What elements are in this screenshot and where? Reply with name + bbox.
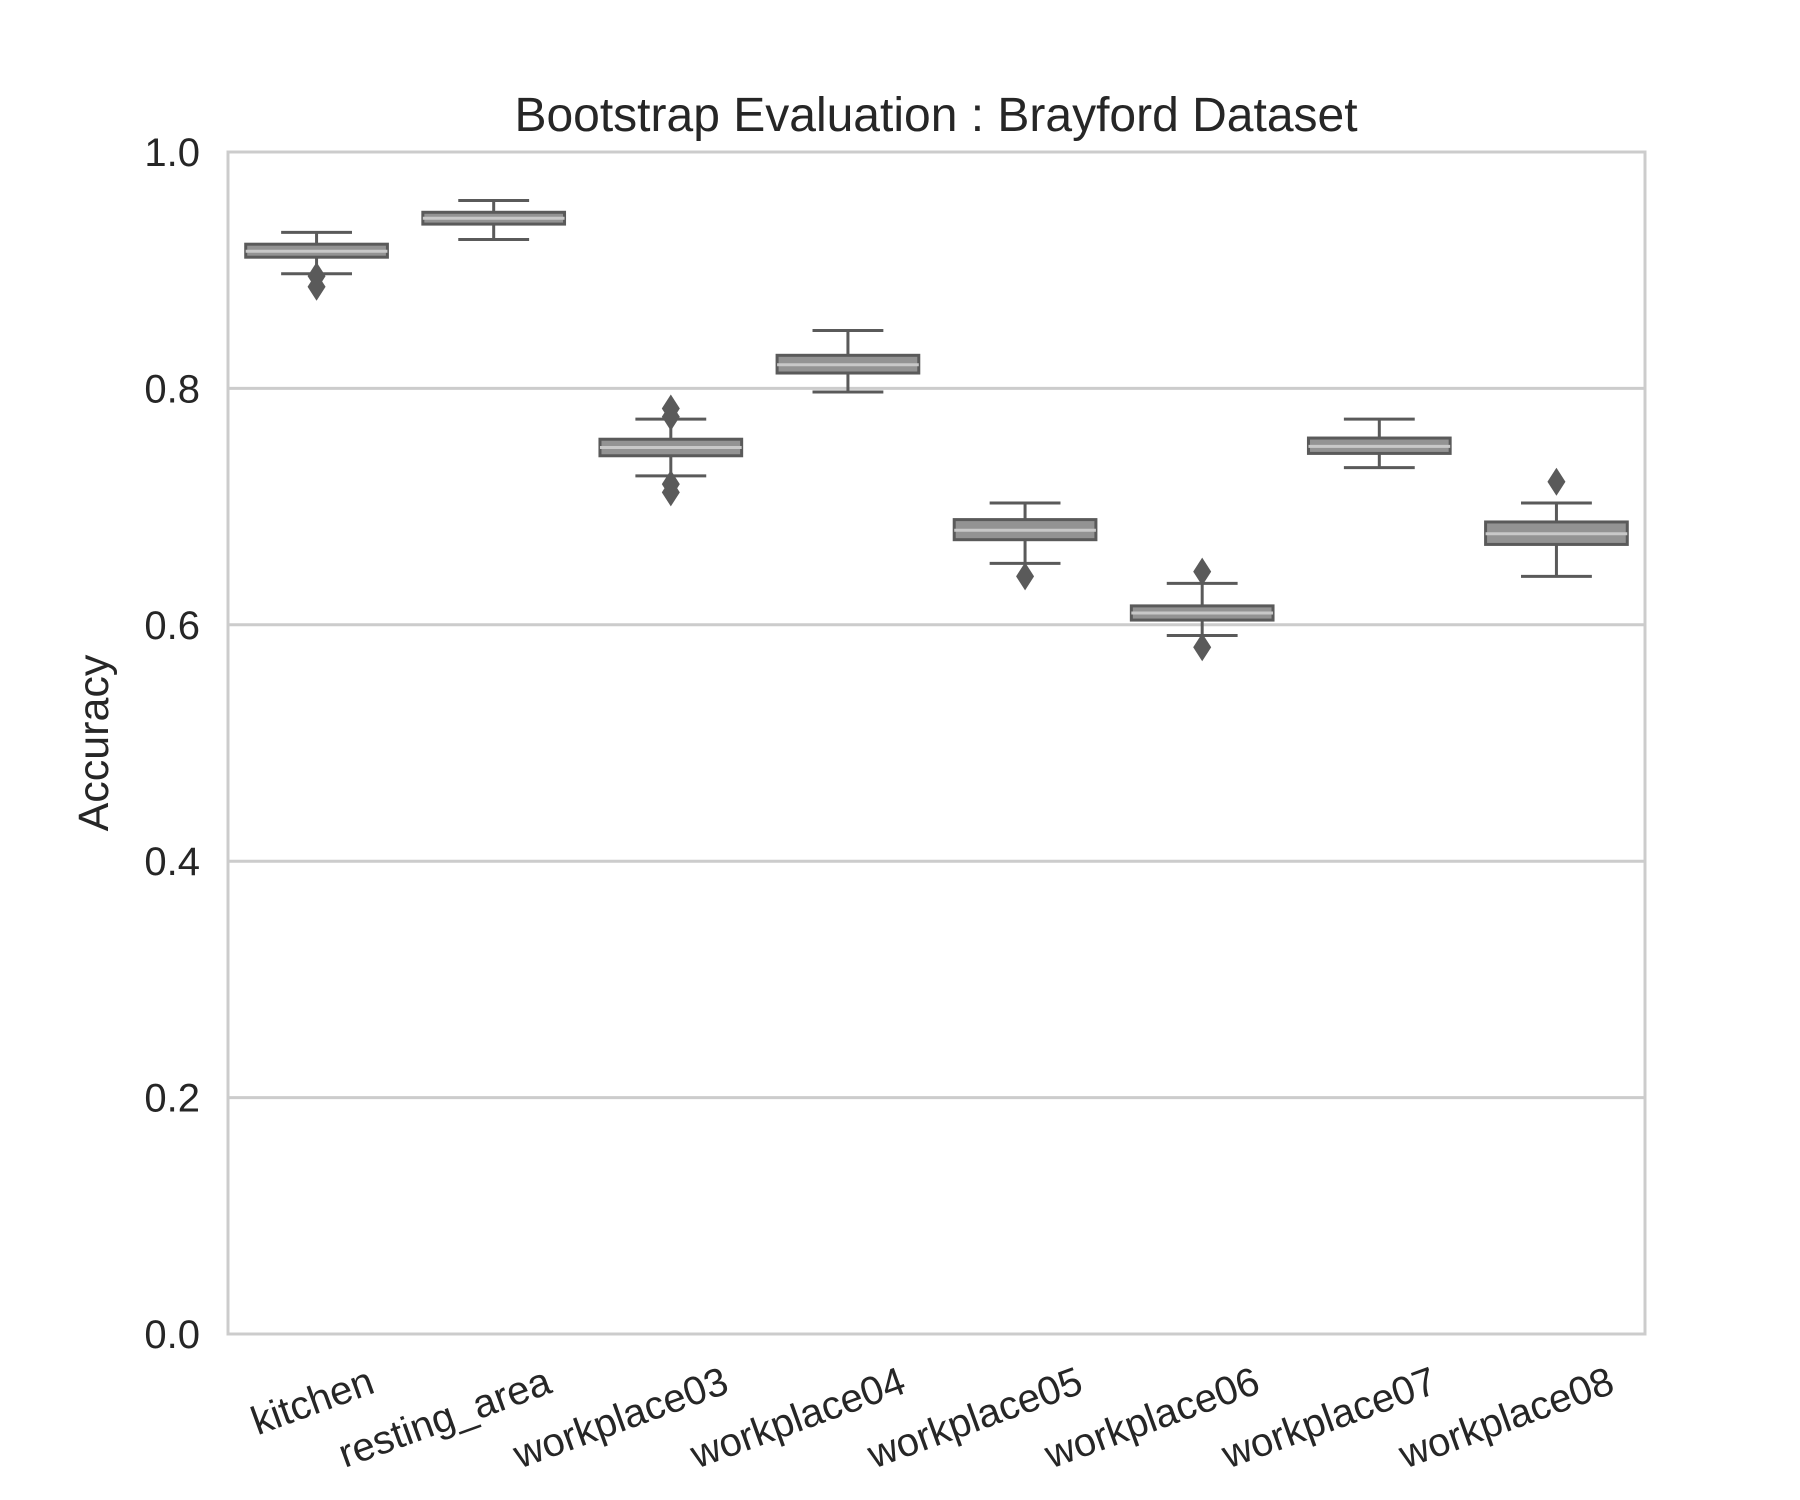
y-axis-label: Accuracy [70,654,118,831]
box-kitchen [244,230,389,301]
y-tick-label: 0.2 [144,1077,200,1121]
box-workplace08 [1484,467,1629,578]
outlier-point [661,402,680,431]
y-tick-label: 0.6 [144,604,200,648]
box-resting_area [421,198,567,241]
box-workplace07 [1306,417,1452,470]
box-workplace06 [1129,557,1275,662]
outlier-point [1547,467,1566,496]
y-tick-label: 0.8 [144,367,200,411]
y-tick-label: 0.0 [144,1313,200,1357]
gridlines [228,386,1645,1100]
outlier-point [1193,557,1212,586]
box-workplace04 [775,328,921,394]
outlier-point [1193,633,1212,662]
y-tick-label: 1.0 [144,131,200,175]
box-workplace03 [598,394,744,507]
outlier-point [307,272,326,301]
box-workplace05 [952,501,1098,591]
boxes [244,198,1629,662]
chart-title: Bootstrap Evaluation : Brayford Dataset [514,89,1357,142]
x-tick-labels: kitchenresting_areaworkplace03workplace0… [245,1359,1619,1478]
outlier-point [661,478,680,507]
y-tick-label: 0.4 [144,840,200,884]
outlier-point [1016,562,1035,591]
y-tick-labels: 0.0 0.2 0.4 0.6 0.8 1.0 [144,131,200,1357]
plot-frame [226,150,1647,1336]
